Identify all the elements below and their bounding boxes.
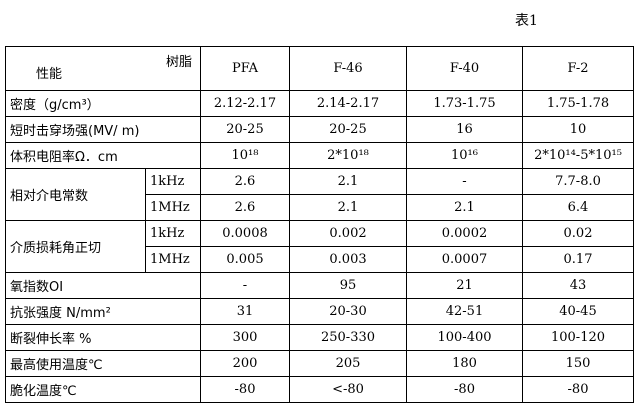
value-cell: 100-120	[522, 324, 634, 351]
header-row: 树脂 性能 PFA F-46 F-40 F-2	[5, 46, 634, 91]
value-cell: 10	[522, 116, 634, 143]
frequency-label: 1kHz	[145, 220, 201, 247]
value-cell: -	[200, 272, 290, 299]
value-cell: -80	[406, 376, 523, 403]
value-cell: 7.7-8.0	[522, 168, 634, 195]
value-cell: 300	[200, 324, 290, 351]
table-row: 1MHz 0.005 0.003 0.0007 0.17	[6, 246, 634, 273]
value-cell: 0.0007	[406, 246, 523, 273]
value-cell: 0.002	[289, 220, 407, 247]
value-cell: 2.1	[406, 194, 523, 221]
value-cell: 0.02	[522, 220, 634, 247]
value-cell: 10¹⁶	[406, 142, 523, 169]
column-header: PFA	[200, 46, 290, 91]
value-cell: 250-330	[289, 324, 407, 351]
value-cell: 95	[289, 272, 407, 299]
value-cell: 6.4	[522, 194, 634, 221]
table-row: 短时击穿场强(MV/ m) 20-25 20-25 16 10	[5, 116, 634, 143]
property-label: 短时击穿场强(MV/ m)	[5, 116, 201, 143]
frequency-label: 1MHz	[145, 246, 201, 273]
value-cell: 10¹⁸	[200, 142, 290, 169]
table-row: 1MHz 2.6 2.1 2.1 6.4	[6, 194, 634, 221]
value-cell: 150	[522, 350, 634, 377]
property-label: 氧指数OI	[5, 272, 201, 299]
value-cell: 1.73-1.75	[406, 90, 523, 117]
property-label: 密度（g/cm³）	[5, 90, 201, 117]
resin-header: 树脂	[165, 55, 192, 70]
value-cell: 20-25	[289, 116, 407, 143]
table-row: 最高使用温度℃ 200 205 180 150	[5, 350, 634, 377]
value-cell: 0.17	[522, 246, 634, 273]
value-cell: 43	[522, 272, 634, 299]
property-header: 性能	[36, 67, 63, 82]
value-cell: 2*10¹⁸	[289, 142, 407, 169]
value-cell: 2.1	[289, 194, 407, 221]
table-row: 密度（g/cm³） 2.12-2.17 2.14-2.17 1.73-1.75 1.75…	[5, 90, 634, 117]
value-cell: 1.75-1.78	[522, 90, 634, 117]
value-cell: 31	[200, 298, 290, 325]
table-caption: 表1	[515, 13, 538, 29]
value-cell: <-80	[289, 376, 407, 403]
value-cell: 2.1	[289, 168, 407, 195]
value-cell: 205	[289, 350, 407, 377]
frequency-label: 1MHz	[145, 194, 201, 221]
value-cell: 16	[406, 116, 523, 143]
value-cell: 2*10¹⁴-5*10¹⁵	[522, 142, 634, 169]
value-cell: 0.0002	[406, 220, 523, 247]
table-row: 相对介电常数 1kHz 2.6 2.1-7.7-8.0	[5, 168, 634, 221]
value-cell: 2.6	[200, 168, 290, 195]
frequency-label: 1kHz	[145, 168, 201, 195]
property-label: 脆化温度℃	[5, 376, 201, 403]
value-cell: 2.12-2.17	[200, 90, 290, 117]
table-row: 抗张强度 N/mm² 31 20-30 42-51 40-45	[5, 298, 634, 325]
corner-header-cell: 树脂性能	[5, 46, 201, 91]
properties-table: 树脂 性能 PFA F-46 F-40 F-2 密度（g/cm³） 2.12-2.17 2.14…	[5, 46, 634, 403]
value-cell: 0.005	[200, 246, 290, 273]
property-label: 介质损耗角正切	[5, 220, 146, 273]
value-cell: 200	[200, 350, 290, 377]
value-cell: 180	[406, 350, 523, 377]
value-cell: 100-400	[406, 324, 523, 351]
value-cell: -80	[200, 376, 290, 403]
value-cell: 0.003	[289, 246, 407, 273]
property-label: 体积电阻率Ω．cm	[5, 142, 201, 169]
column-header: F-2	[522, 46, 634, 91]
property-label: 抗张强度 N/mm²	[5, 298, 201, 325]
value-cell: 0.0008	[200, 220, 290, 247]
value-cell: 2.14-2.17	[289, 90, 407, 117]
value-cell: 21	[406, 272, 523, 299]
property-label: 最高使用温度℃	[5, 350, 201, 377]
table-row: 介质损耗角正切 1kHz 0.0008 0.002 0.0002 0.02	[5, 220, 634, 273]
value-cell: -	[406, 168, 523, 195]
value-cell: 42-51	[406, 298, 523, 325]
table-row: 体积电阻率Ω．cm 10¹⁸ 2*10¹⁸ 10¹⁶ 2*10¹⁴-5*10¹⁵	[5, 142, 634, 169]
table-row: 脆化温度℃ -80 <-80 -80 -80	[5, 376, 634, 403]
table-row: 氧指数OI -95 21 43	[5, 272, 634, 299]
property-label: 相对介电常数	[5, 168, 146, 221]
property-label: 断裂伸长率 %	[5, 324, 201, 351]
table-row: 断裂伸长率 % 300 250-330 100-400 100-120	[5, 324, 634, 351]
value-cell: 20-25	[200, 116, 290, 143]
value-cell: -80	[522, 376, 634, 403]
column-header: F-40	[406, 46, 523, 91]
column-header: F-46	[289, 46, 407, 91]
value-cell: 2.6	[200, 194, 290, 221]
value-cell: 20-30	[289, 298, 407, 325]
value-cell: 40-45	[522, 298, 634, 325]
